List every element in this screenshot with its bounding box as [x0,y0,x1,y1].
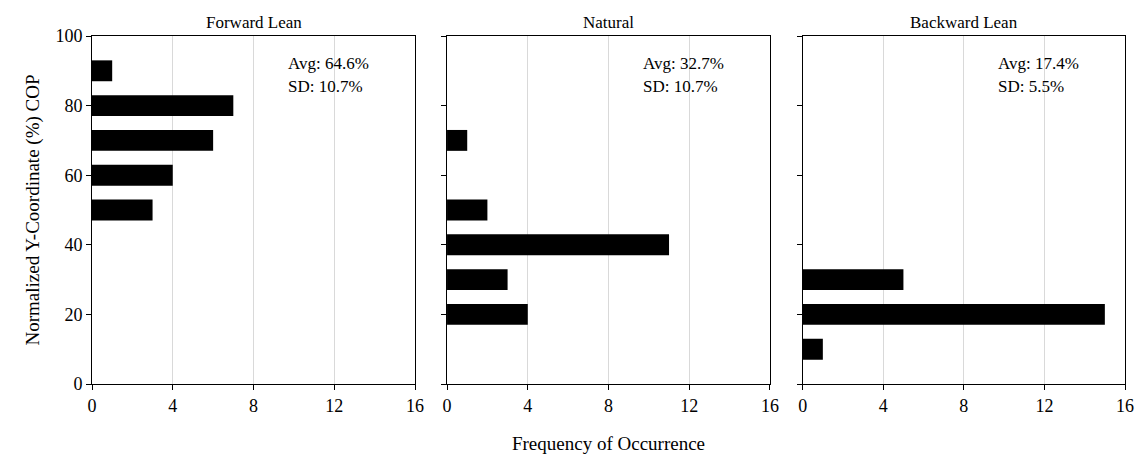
svg-text:16: 16 [406,396,424,416]
svg-text:12: 12 [680,396,698,416]
svg-text:60: 60 [64,166,82,186]
svg-text:SD: 10.7%: SD: 10.7% [288,77,363,96]
svg-text:8: 8 [604,396,613,416]
svg-text:Normalized Y-Coordinate (%) CO: Normalized Y-Coordinate (%) COP [22,74,44,345]
svg-text:Forward Lean: Forward Lean [206,13,302,32]
svg-text:Avg: 32.7%: Avg: 32.7% [643,54,724,73]
svg-text:4: 4 [523,396,532,416]
svg-text:100: 100 [55,26,82,46]
svg-text:4: 4 [879,396,888,416]
svg-text:12: 12 [1035,396,1053,416]
svg-text:0: 0 [798,396,807,416]
svg-text:8: 8 [249,396,258,416]
svg-text:80: 80 [64,96,82,116]
svg-text:0: 0 [73,374,82,394]
svg-text:SD: 10.7%: SD: 10.7% [643,77,718,96]
svg-text:Frequency of Occurrence: Frequency of Occurrence [512,433,705,454]
svg-text:SD: 5.5%: SD: 5.5% [998,77,1064,96]
svg-text:0: 0 [443,396,452,416]
svg-text:Avg: 17.4%: Avg: 17.4% [998,54,1079,73]
svg-text:16: 16 [1116,396,1134,416]
svg-text:4: 4 [168,396,177,416]
svg-text:Natural: Natural [583,13,634,32]
svg-text:Avg: 64.6%: Avg: 64.6% [288,54,369,73]
svg-text:Backward Lean: Backward Lean [910,13,1018,32]
svg-text:8: 8 [959,396,968,416]
svg-text:12: 12 [325,396,343,416]
svg-text:20: 20 [64,305,82,325]
svg-text:16: 16 [761,396,779,416]
svg-text:0: 0 [88,396,97,416]
svg-text:40: 40 [64,235,82,255]
